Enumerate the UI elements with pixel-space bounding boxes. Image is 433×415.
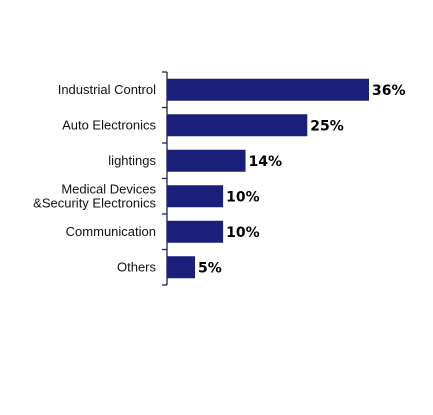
category-label: Medical Devices &Security Electronics [33,181,156,210]
category-label: Others [117,259,157,274]
category-labels: Industrial Control Auto Electronics lighti… [33,82,156,275]
bar [167,256,196,279]
value-labels: 36% 25% 14% 10% 10% 5% [198,83,405,277]
bar [167,149,246,172]
category-label: Auto Electronics [62,117,156,132]
bar [167,78,369,101]
category-label: lightings [108,153,156,168]
value-label: 10% [226,189,260,205]
bars [167,78,369,279]
value-label: 10% [226,225,260,241]
bar [167,185,224,208]
bar [167,114,308,137]
value-label: 5% [198,260,222,276]
bar [167,220,224,243]
category-axis [162,71,168,286]
value-label: 25% [310,118,344,134]
category-label: Industrial Control [58,82,156,97]
category-label: Communication [66,224,156,239]
value-label: 36% [372,83,406,99]
value-label: 14% [249,154,283,170]
